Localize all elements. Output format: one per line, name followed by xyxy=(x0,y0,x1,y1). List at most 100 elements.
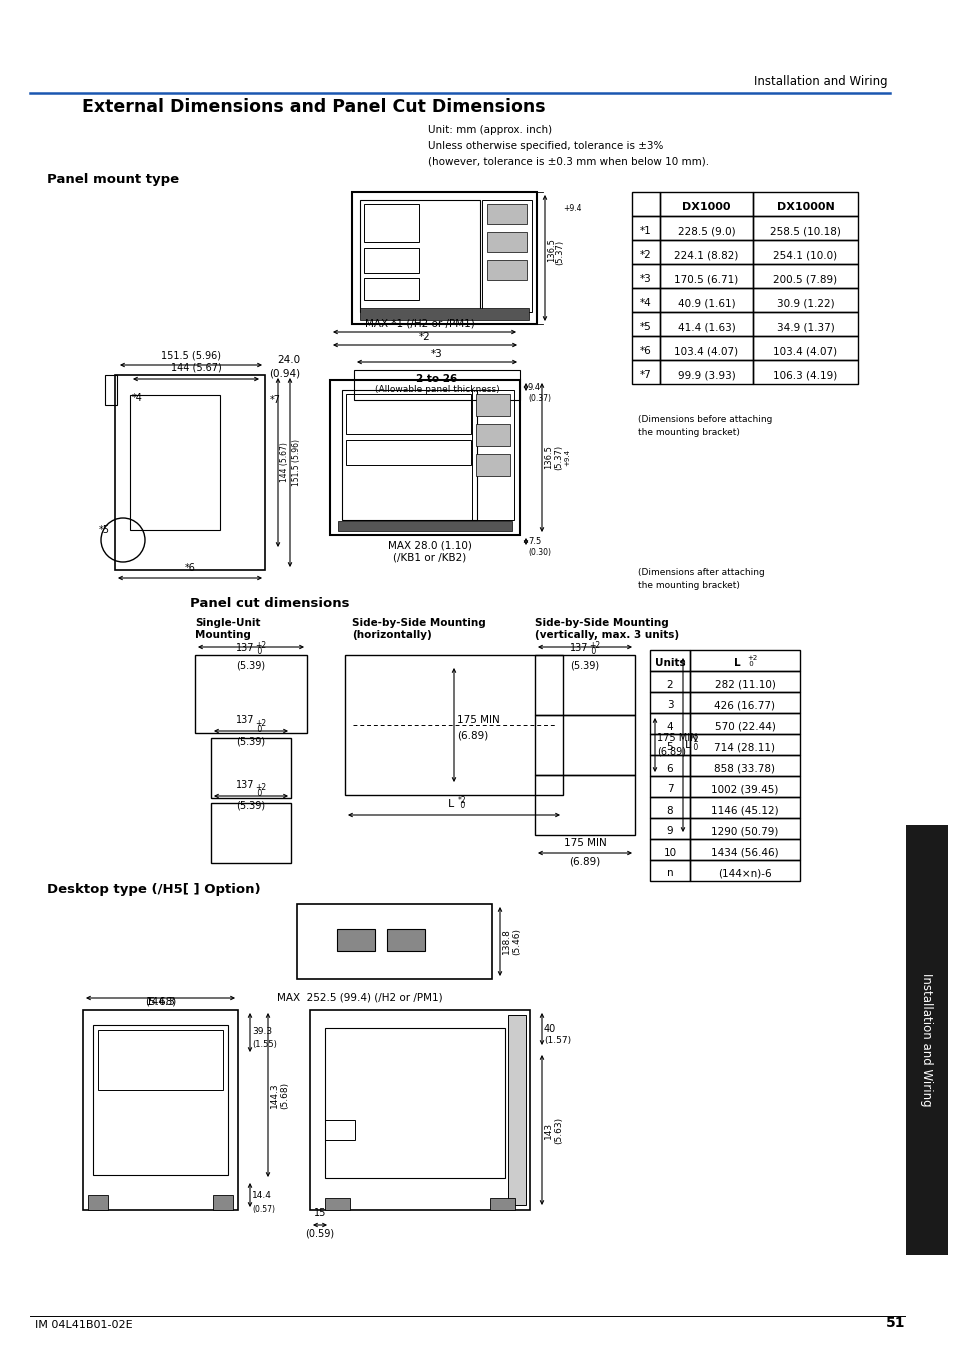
Text: 254.1 (10.0): 254.1 (10.0) xyxy=(773,250,837,261)
Text: 39.3: 39.3 xyxy=(252,1027,272,1037)
Bar xyxy=(346,440,471,464)
Text: 570 (22.44): 570 (22.44) xyxy=(714,721,775,732)
Text: External Dimensions and Panel Cut Dimensions: External Dimensions and Panel Cut Dimens… xyxy=(82,99,545,116)
Text: *7: *7 xyxy=(639,370,651,379)
Bar xyxy=(631,360,659,383)
Bar xyxy=(689,693,800,713)
Text: *5: *5 xyxy=(99,525,110,535)
Bar xyxy=(98,1030,223,1089)
Text: 1434 (56.46): 1434 (56.46) xyxy=(710,848,778,857)
Text: *2: *2 xyxy=(639,250,651,261)
Text: (0.37): (0.37) xyxy=(527,394,551,404)
Bar xyxy=(752,288,857,312)
Text: +9.4: +9.4 xyxy=(563,450,569,466)
Text: 15: 15 xyxy=(314,1208,326,1218)
Bar xyxy=(296,904,492,979)
Bar xyxy=(130,396,220,531)
Text: the mounting bracket): the mounting bracket) xyxy=(638,580,740,590)
Text: 103.4 (4.07): 103.4 (4.07) xyxy=(773,346,837,356)
Bar xyxy=(752,360,857,383)
Text: (Allowable panel thickness): (Allowable panel thickness) xyxy=(375,385,498,394)
Bar xyxy=(752,312,857,336)
Text: (vertically, max. 3 units): (vertically, max. 3 units) xyxy=(535,630,679,640)
Text: L: L xyxy=(447,799,454,809)
Text: 0: 0 xyxy=(588,647,596,656)
Text: 0: 0 xyxy=(690,743,698,752)
Text: Panel cut dimensions: Panel cut dimensions xyxy=(190,597,349,610)
Text: *7: *7 xyxy=(270,396,281,405)
Text: *3: *3 xyxy=(639,274,651,284)
Text: (5.68): (5.68) xyxy=(145,996,176,1006)
Text: 228.5 (9.0): 228.5 (9.0) xyxy=(677,225,735,236)
Text: 144 (5.67): 144 (5.67) xyxy=(280,443,289,482)
Bar xyxy=(535,775,635,836)
Text: (5.63): (5.63) xyxy=(554,1116,562,1143)
Bar xyxy=(354,370,519,400)
Bar xyxy=(330,379,519,535)
Text: 2 to 26: 2 to 26 xyxy=(416,374,457,383)
Bar xyxy=(310,1010,530,1210)
Bar xyxy=(105,375,117,405)
Text: (horizontally): (horizontally) xyxy=(352,630,432,640)
Bar xyxy=(631,336,659,360)
Text: 40: 40 xyxy=(543,1025,556,1034)
Text: 200.5 (7.89): 200.5 (7.89) xyxy=(773,274,837,284)
Bar xyxy=(689,671,800,693)
Text: 144.3: 144.3 xyxy=(270,1083,278,1108)
Text: (6.89): (6.89) xyxy=(569,857,600,867)
Bar xyxy=(649,671,689,693)
Text: (5.39): (5.39) xyxy=(236,736,265,747)
Text: 137: 137 xyxy=(569,643,588,653)
Text: 7.5: 7.5 xyxy=(527,536,540,545)
Bar xyxy=(486,261,526,279)
Bar xyxy=(689,734,800,755)
Text: 144.3: 144.3 xyxy=(146,998,175,1007)
Text: 0: 0 xyxy=(254,790,262,798)
Bar xyxy=(535,716,635,775)
Text: (1.57): (1.57) xyxy=(543,1035,571,1045)
Text: Units: Units xyxy=(654,659,684,668)
Text: 0: 0 xyxy=(254,725,262,733)
Bar xyxy=(649,776,689,796)
Bar xyxy=(689,818,800,838)
Text: 51: 51 xyxy=(884,1316,904,1330)
Text: *1: *1 xyxy=(639,225,651,236)
Bar xyxy=(92,1025,228,1174)
Bar xyxy=(659,216,752,240)
Text: Unit: mm (approx. inch): Unit: mm (approx. inch) xyxy=(428,126,552,135)
Bar xyxy=(689,838,800,860)
Bar xyxy=(194,655,307,733)
Text: (5.37): (5.37) xyxy=(554,446,562,470)
Bar xyxy=(631,312,659,336)
Bar xyxy=(337,521,512,531)
Text: (Dimensions after attaching: (Dimensions after attaching xyxy=(638,568,764,576)
Text: DX1000N: DX1000N xyxy=(776,202,834,212)
Text: (1.55): (1.55) xyxy=(252,1041,276,1049)
Text: +2: +2 xyxy=(588,640,599,649)
Bar xyxy=(689,776,800,796)
Text: (5.39): (5.39) xyxy=(570,660,598,670)
Text: 0: 0 xyxy=(254,647,262,656)
Text: L: L xyxy=(684,740,691,751)
Text: 4: 4 xyxy=(666,721,673,732)
Text: Installation and Wiring: Installation and Wiring xyxy=(920,973,933,1107)
Text: 9.4: 9.4 xyxy=(527,382,540,391)
Text: 0: 0 xyxy=(746,662,753,667)
Text: Desktop type (/H5[ ] Option): Desktop type (/H5[ ] Option) xyxy=(47,883,260,896)
Text: IM 04L41B01-02E: IM 04L41B01-02E xyxy=(35,1320,132,1330)
Bar xyxy=(649,796,689,818)
Bar xyxy=(507,1015,525,1206)
Bar xyxy=(659,360,752,383)
Bar xyxy=(649,649,689,671)
Bar xyxy=(752,192,857,216)
Text: 1146 (45.12): 1146 (45.12) xyxy=(710,806,778,815)
Text: *2: *2 xyxy=(418,332,431,342)
Bar xyxy=(649,713,689,734)
Text: 136.5: 136.5 xyxy=(543,446,553,470)
Bar xyxy=(752,336,857,360)
Text: 143: 143 xyxy=(543,1122,553,1138)
Bar xyxy=(364,278,418,300)
Text: (6.89): (6.89) xyxy=(657,747,685,757)
Text: Side-by-Side Mounting: Side-by-Side Mounting xyxy=(535,618,668,628)
Bar xyxy=(631,240,659,265)
